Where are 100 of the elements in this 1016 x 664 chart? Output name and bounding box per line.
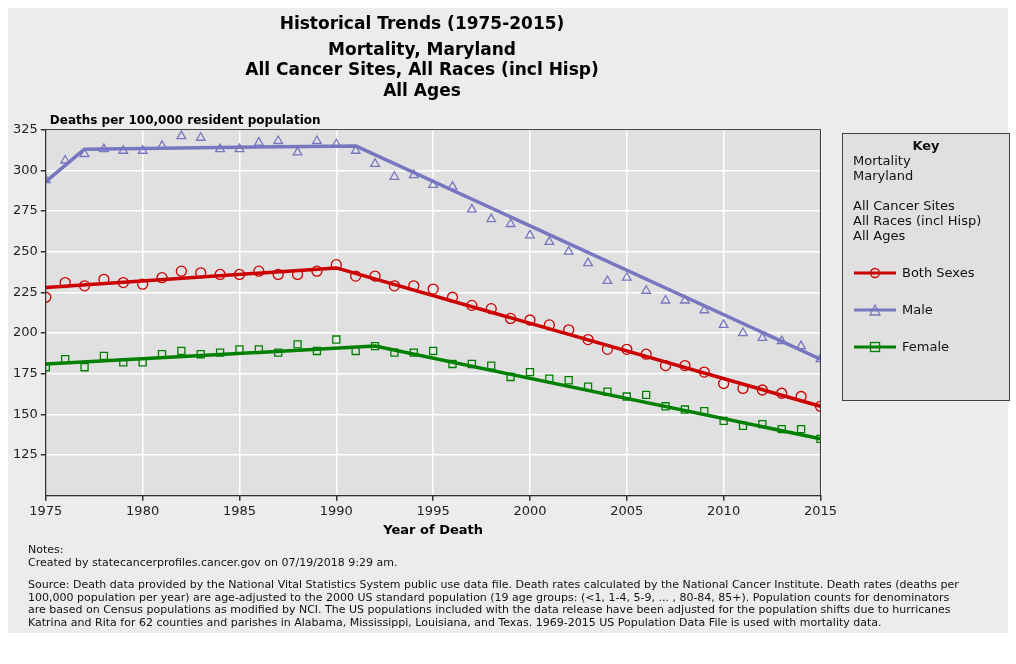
point [78, 280, 91, 292]
point [273, 135, 284, 145]
y-tick-label: 200 [12, 324, 38, 340]
point [680, 405, 690, 414]
point [447, 180, 458, 190]
y-tick-label: 150 [12, 405, 38, 421]
y-tick-label: 275 [12, 202, 38, 218]
point [505, 218, 516, 228]
y-tick-label: 225 [12, 283, 38, 299]
point [467, 359, 477, 369]
point [640, 348, 652, 360]
point [524, 314, 536, 326]
point [543, 319, 555, 331]
point [795, 390, 807, 403]
point [776, 335, 787, 345]
point [661, 402, 670, 411]
point [330, 259, 342, 271]
point [176, 130, 187, 140]
point [621, 343, 633, 355]
point [737, 382, 749, 395]
point [622, 392, 631, 401]
point [177, 346, 186, 356]
point [428, 346, 438, 356]
point [136, 278, 149, 290]
point [601, 343, 614, 355]
x-tick-label: 2005 [610, 502, 644, 518]
point [504, 312, 517, 325]
y-tick-label: 300 [12, 161, 38, 177]
point [719, 416, 728, 426]
x-tick-label: 1980 [126, 502, 160, 518]
point [525, 367, 535, 377]
legend-title: Key Mortality Maryland All Cancer Sites All Races (incl Hisp) All Ages [853, 138, 983, 243]
point [679, 359, 691, 372]
point [98, 143, 109, 153]
point [428, 179, 439, 189]
point [698, 366, 710, 378]
point [370, 158, 381, 167]
y-tick-label: 250 [12, 243, 38, 259]
point [621, 272, 632, 281]
point [311, 135, 322, 145]
point [215, 143, 226, 153]
y-tick-label: 325 [12, 120, 38, 136]
x-tick-label: 2000 [513, 502, 547, 518]
text: Notes: [28, 543, 65, 557]
point [796, 340, 807, 350]
source-note: Source: Death data provided by the National Vital Statistics System public use data file. Death rates calculated by the National Cancer Institute. Death rates (deaths per 100,000 population per year) are age-adjusted to the 2000 US standard population (19 age groups: (<1, 1-4, 5-9, ... , 80-84, 85+). Population counts for denominators are based on Census populations as modified by NCI. The US populations included with the data release have been adjusted for the population shifts due to hurricanes Katrina and Rita for 62 counties and parishes in Alabama, Mississippi, Louisiana, and Texas. 1969-2015 US Population Data File is used with mortality data. [28, 578, 960, 629]
point [563, 324, 575, 336]
x-tick-label: 2010 [707, 502, 741, 518]
point [602, 275, 613, 285]
point [59, 276, 71, 289]
point [60, 154, 71, 164]
point [409, 348, 418, 357]
point [524, 229, 535, 239]
y-tick-label: 175 [12, 365, 38, 381]
chart-title: Historical Trends (1975-2015) [279, 12, 565, 33]
point [582, 333, 594, 346]
point [641, 390, 651, 400]
point [332, 335, 341, 344]
point [487, 361, 496, 370]
point [369, 270, 381, 282]
point [234, 143, 245, 153]
x-tick-label: 1985 [222, 502, 257, 518]
point [446, 291, 459, 303]
text: Created by statecancerprofiles.cancer.gov on 07/19/2018 9:29 am. [28, 555, 399, 569]
point [99, 351, 109, 361]
point [214, 268, 226, 281]
point [659, 359, 672, 372]
point [175, 265, 188, 277]
point [253, 136, 264, 146]
point [137, 145, 148, 154]
point [641, 285, 652, 294]
point [486, 213, 497, 223]
point [660, 294, 671, 304]
point [506, 372, 515, 382]
legend-label: Both Sexes [902, 265, 975, 280]
point [196, 350, 205, 359]
point [544, 236, 555, 246]
point [427, 283, 439, 295]
point [389, 171, 400, 180]
point [718, 319, 729, 329]
point [311, 265, 323, 277]
point [679, 294, 690, 304]
y-axis-title: Deaths per 100,000 resident population [49, 112, 321, 127]
point [485, 302, 497, 315]
point [796, 424, 806, 434]
point [118, 145, 129, 154]
point [195, 267, 207, 279]
x-tick-label: 1995 [416, 502, 450, 518]
point [408, 169, 419, 179]
x-tick-label: 1975 [29, 502, 63, 518]
point [233, 268, 246, 281]
x-tick-label: 1990 [319, 502, 353, 518]
legend-label: Female [902, 339, 950, 354]
point [583, 257, 594, 267]
point [350, 270, 362, 282]
point [370, 341, 380, 351]
point [583, 382, 593, 391]
point [757, 332, 768, 342]
point [776, 387, 788, 399]
chart-subtitle: Mortality, Maryland All Cancer Sites, All Races (incl Hisp) All Ages [245, 39, 599, 100]
